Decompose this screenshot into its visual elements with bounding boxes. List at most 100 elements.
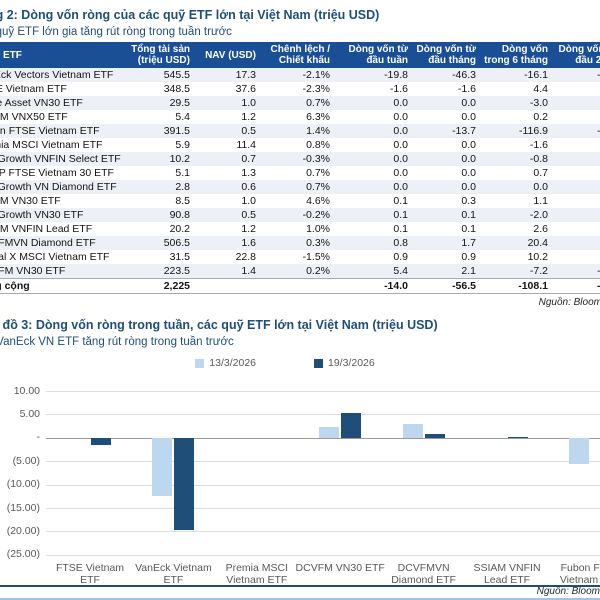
table-cell: 17.3 [235,69,256,81]
gridline [46,484,600,486]
chart-bar [174,437,195,531]
chart-title: Biểu đồ 3: Dòng vốn ròng trong tuần, các… [0,318,438,332]
table-cell: -7.2 [529,265,548,277]
chart-bar [91,437,111,446]
table-cell [552,96,600,110]
table-cell: 11.4 [236,139,256,151]
table-cell: 1.1 [533,195,548,207]
table-cell: 31.5 [169,251,190,263]
table-cell [552,194,600,208]
table-row: Premia MSCI Vietnam ETF 5.9 11.4 0.8% 0.0 0.0… [0,138,600,152]
x-axis-category-label: DCVFM VN30 ETF [295,561,385,574]
table-cell [552,82,600,96]
table-cell: SSIAM VNFIN Lead ETF [0,223,93,235]
table-cell: 0.1 [393,223,408,235]
table-cell: 5.4 [393,265,408,277]
table-cell: 4.4 [533,83,548,95]
gridline [46,391,600,392]
table-cell: 1.4% [306,125,330,137]
table-row: VanEck Vectors Vietnam ETF 545.5 17.3 -2.1%… [0,68,600,82]
column-header: Dòng vốn từ đầu tháng [412,42,480,68]
table-row: CSOP FTSE Vietnam 30 ETF 5.1 1.3 0.7% 0.0 0.0… [0,166,600,180]
table-cell: -1.6 [529,139,548,151]
etf-table-body: VanEck Vectors Vietnam ETF 545.5 17.3 -2.1%… [0,68,600,294]
table-cell: 0.0 [461,139,476,151]
table-cell [552,250,600,264]
legend-swatch-icon [314,358,323,368]
column-header: Dòng vốn từ đầu tuần [334,42,412,68]
column-header: ETF [0,42,130,68]
table-cell: 0.0 [393,139,408,151]
table-cell: 20.2 [169,223,190,235]
column-header: Dòng vốn trong 6 tháng [480,42,552,68]
table-cell: 0.3 [461,195,476,207]
table-row: KIM Growth VNFIN Select ETF 10.2 0.7 -0.3% 0… [0,152,600,166]
table-cell: 10.2 [169,153,190,165]
table-cell: 0.7 [533,167,548,179]
table-cell: 1.7 [461,237,476,249]
chart-legend: 13/3/2026 19/3/2026 [0,357,600,369]
column-header: NAV (USD) [194,42,260,68]
table-cell [194,278,260,294]
table-cell: -0.3% [302,153,330,165]
table-cell: 5.9 [175,139,190,151]
table-cell: 0.1 [461,209,476,221]
table-cell: 0.8% [306,139,330,151]
table-cell: 0.2 [533,111,548,123]
table-cell: - [552,278,600,294]
gridline [46,554,600,556]
table-cell: 0.2% [306,265,330,277]
table-cell: KIM Growth VNFIN Select ETF [0,153,121,165]
table-row: KIM Growth VN30 ETF 90.8 0.5 -0.2% 0.1 0.1 -2.… [0,208,600,222]
table-cell: 0.3% [306,237,330,249]
table-cell: 506.5 [163,237,190,249]
table-cell: 8.5 [175,195,190,207]
legend-label: 13/3/2026 [209,357,256,369]
table-cell: - [552,124,600,138]
table-cell: 0.0 [393,97,408,109]
table-cell: 0.0 [461,153,476,165]
table-cell: 1.3 [241,167,256,179]
chart-bar [508,436,528,438]
table-cell: SSIAM VN30 ETF [0,195,61,207]
chart-bar [424,434,445,438]
table-cell: Premia MSCI Vietnam ETF [0,139,103,151]
table-cell: 4.6% [306,195,330,207]
table-cell: -16.1 [524,69,548,81]
table-cell: 0.0 [461,181,476,193]
table-cell: 0.9 [393,251,408,263]
zero-axis-line [46,437,600,439]
table-cell: 0.1 [393,195,408,207]
footer-divider [0,585,600,587]
table-cell: 0.9 [461,251,476,263]
table-cell [552,180,600,194]
gridline [46,414,600,416]
table-cell [552,166,600,180]
table-cell: 0.0 [393,111,408,123]
footer-accent-line [0,598,600,600]
bar-chart: 10.00 5.00 - (5.00) (10.00) (15.00) (20.00) (25… [0,379,600,589]
legend-item: 13/3/2026 [195,357,256,369]
table-cell: 0.5 [241,125,256,137]
table-cell: 6.3% [306,111,330,123]
table-cell: 0.0 [393,181,408,193]
table-cell: KIM Growth VN30 ETF [0,209,84,221]
y-axis-tick-label: 10.00 [13,384,40,397]
table-cell: -2.3% [302,83,330,95]
table-cell: Global X MSCI Vietnam ETF [0,251,110,263]
table-title: Bảng 2: Dòng vốn ròng của các quỹ ETF lớ… [0,8,380,22]
table-cell: 2.8 [175,181,190,193]
table-cell: 0.0 [533,181,548,193]
table-cell: -0.2% [302,209,330,221]
y-axis-tick-label: (5.00) [12,454,40,467]
column-header: Tổng tài sản (triệu USD) [130,42,194,68]
table-cell: 0.0 [461,167,476,179]
table-cell: 0.0 [393,125,408,137]
table-cell: -46.3 [452,69,476,81]
y-axis-tick-label: (20.00) [6,524,40,537]
y-axis-tick-label: 5.00 [19,407,40,420]
table-cell: 0.5 [241,209,256,221]
table-cell: -14.0 [334,278,412,294]
